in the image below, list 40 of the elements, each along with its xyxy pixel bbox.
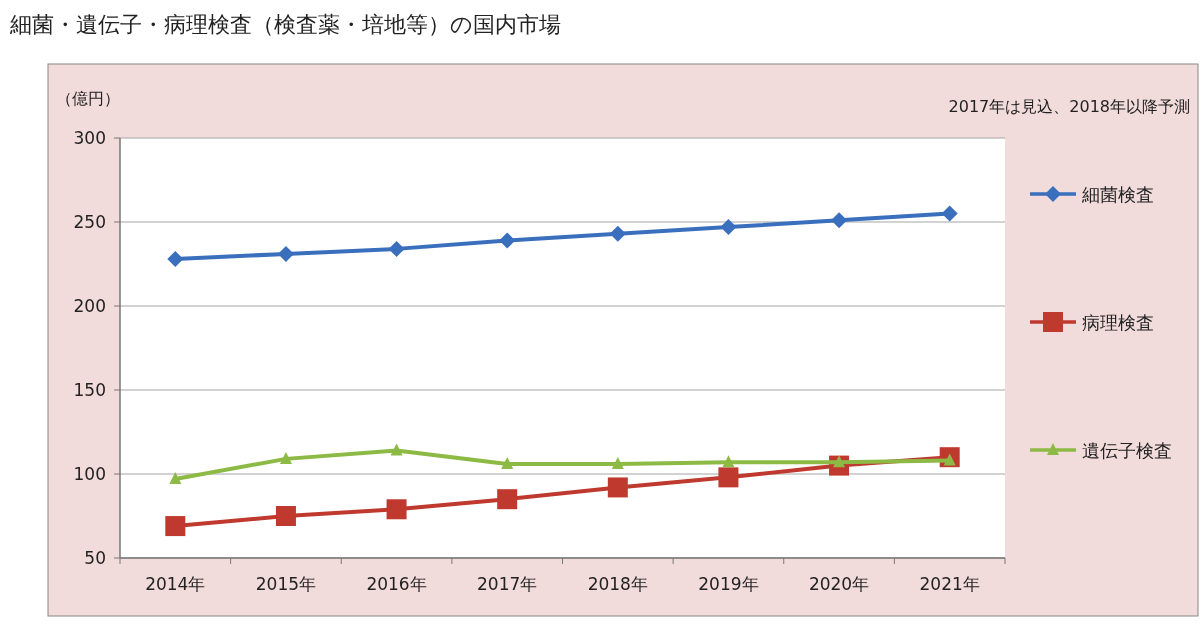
point (390, 443, 403, 456)
point (386, 499, 407, 520)
y-tick-label: 100 (73, 464, 106, 484)
y-tick-label: 50 (84, 548, 106, 568)
point (388, 240, 405, 257)
x-tick-label: 2014年 (145, 574, 206, 594)
point (941, 205, 958, 222)
point (277, 245, 294, 262)
point (831, 212, 848, 229)
x-tick-label: 2017年 (477, 574, 538, 594)
point (167, 250, 184, 267)
point (497, 489, 518, 510)
legend-label: 細菌検査 (1081, 184, 1154, 205)
y-tick-label: 150 (73, 380, 106, 400)
x-tick-label: 2018年 (587, 574, 648, 594)
x-tick-label: 2016年 (366, 574, 427, 594)
text: 2017年は見込、2018年以降予測 (948, 97, 1190, 116)
point (279, 451, 292, 464)
legend-label: 遺伝子検査 (1082, 440, 1172, 461)
y-axis-title: （億円） (56, 89, 120, 108)
title: 細菌・遺伝子・病理検査（検査薬・培地等）の国内市場 (10, 12, 561, 37)
x-tick-label: 2015年 (255, 574, 317, 594)
y-tick-label: 200 (73, 296, 106, 316)
x-tick-label: 2019年 (698, 574, 759, 594)
x-tick-label: 2020年 (808, 574, 870, 594)
y-tick-label: 250 (73, 212, 106, 232)
point (165, 516, 186, 537)
point (718, 467, 739, 488)
point (169, 472, 182, 485)
point (501, 456, 514, 469)
y-tick-label: 300 (73, 128, 106, 148)
point (722, 455, 735, 468)
legend-label: 病理検査 (1082, 312, 1154, 333)
point (607, 477, 628, 498)
point (275, 506, 296, 526)
x-tick-label: 2021年 (919, 574, 980, 594)
point (609, 225, 626, 242)
point (499, 232, 516, 249)
point (720, 219, 737, 236)
point (611, 456, 624, 469)
